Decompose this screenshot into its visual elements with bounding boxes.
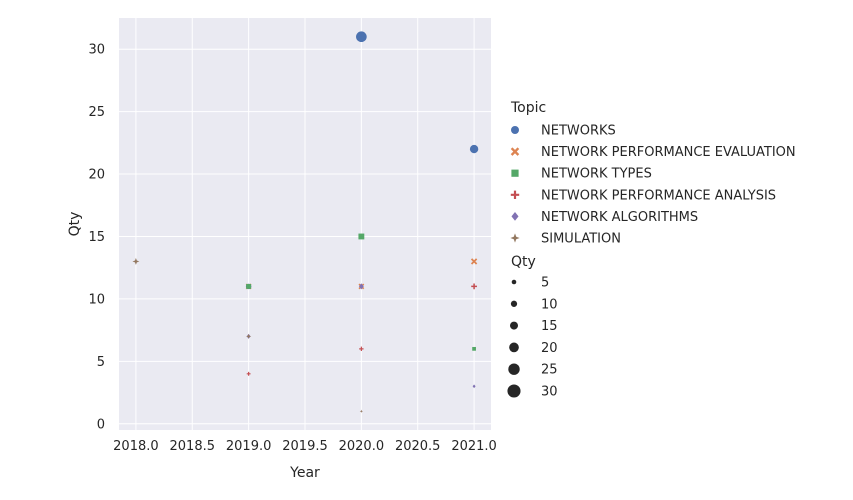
x-tick-label: 2018.5 xyxy=(170,439,216,454)
size-legend-label: 30 xyxy=(541,385,558,400)
legend-marker xyxy=(511,169,519,177)
data-point xyxy=(132,258,140,265)
y-tick-label: 30 xyxy=(88,43,105,58)
size-legend-marker xyxy=(507,384,521,398)
x-tick-label: 2019.0 xyxy=(226,439,272,454)
grid xyxy=(119,18,491,430)
size-legend-label: 10 xyxy=(541,297,558,312)
legend-hue-title: Topic xyxy=(510,100,546,116)
y-tick-label: 0 xyxy=(97,417,105,432)
x-tick-label: 2019.5 xyxy=(282,439,328,454)
data-point xyxy=(356,31,367,43)
tick-labels: 2018.0 2018.5 2019.0 2019.5 2020.0 2020.5 2021… xyxy=(88,43,496,454)
legend-entry-label: NETWORK PERFORMANCE EVALUATION xyxy=(541,145,796,160)
y-tick-label: 15 xyxy=(88,230,105,245)
x-tick-label: 2020.5 xyxy=(395,439,441,454)
size-legend-marker xyxy=(508,363,520,375)
legend: Topic Qty NETWORKS NETWORK PERFORMANCE EV… xyxy=(507,100,796,400)
data-point xyxy=(246,333,252,339)
size-legend-label: 20 xyxy=(541,341,558,356)
legend-marker xyxy=(511,126,519,134)
size-legend-label: 5 xyxy=(541,276,549,291)
legend-entry-label: NETWORKS xyxy=(541,124,616,139)
size-legend-label: 25 xyxy=(541,363,558,378)
legend-entry-label: NETWORK ALGORITHMS xyxy=(541,210,698,225)
data-point xyxy=(470,258,478,265)
size-legend-label: 15 xyxy=(541,319,558,334)
y-axis-label: Qty xyxy=(67,212,83,237)
size-legend-marker xyxy=(511,279,517,285)
data-point xyxy=(358,283,364,290)
data-point xyxy=(469,144,479,154)
legend-marker xyxy=(510,233,520,243)
size-legend-marker xyxy=(510,300,518,307)
legend-entry-label: NETWORK PERFORMANCE ANALYSIS xyxy=(541,188,776,203)
legend-marker xyxy=(510,147,520,156)
x-axis-label: Year xyxy=(289,465,320,481)
y-tick-label: 20 xyxy=(88,168,105,183)
data-point xyxy=(472,384,476,389)
x-tick-label: 2020.0 xyxy=(339,439,385,454)
y-tick-label: 5 xyxy=(97,355,105,370)
data-point xyxy=(472,346,476,351)
legend-size-title: Qty xyxy=(511,254,536,270)
data-point xyxy=(246,371,251,376)
data-point xyxy=(359,409,364,413)
data-point xyxy=(246,283,252,289)
y-tick-label: 10 xyxy=(88,292,105,307)
legend-entry-label: SIMULATION xyxy=(541,232,621,247)
legend-marker xyxy=(511,212,519,221)
size-legend-marker xyxy=(510,321,518,330)
x-tick-label: 2018.0 xyxy=(113,439,159,454)
data-point xyxy=(471,283,477,290)
legend-marker xyxy=(510,190,520,199)
y-tick-label: 25 xyxy=(88,105,105,120)
data-point xyxy=(358,233,365,240)
data-point xyxy=(359,346,364,352)
legend-entry-label: NETWORK TYPES xyxy=(541,167,652,182)
data-points xyxy=(132,31,479,413)
size-legend-marker xyxy=(509,342,519,353)
x-tick-label: 2021.0 xyxy=(451,439,497,454)
